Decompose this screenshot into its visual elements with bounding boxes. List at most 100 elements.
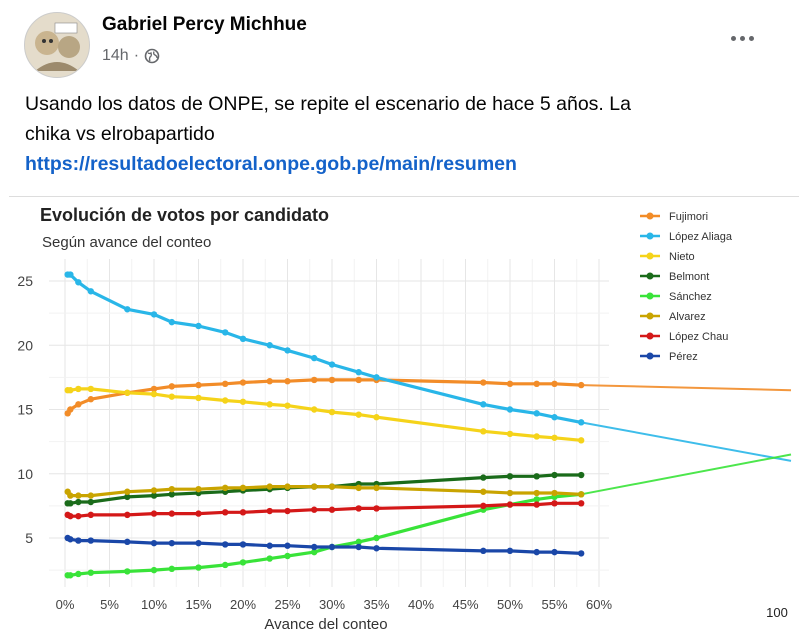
chart-grid: [49, 259, 609, 587]
data-point: [87, 396, 95, 403]
data-point: [311, 483, 318, 490]
data-point: [551, 500, 558, 507]
data-point: [373, 534, 380, 542]
avatar[interactable]: [24, 12, 90, 78]
data-point: [578, 500, 585, 507]
data-point: [284, 552, 291, 560]
data-point: [266, 342, 273, 349]
data-point: [124, 538, 131, 546]
data-point: [533, 433, 540, 440]
legend-label: López Aliaga: [669, 231, 733, 243]
data-point: [168, 491, 175, 498]
legend-label: Fujimori: [669, 211, 708, 223]
line-chart: 5 10 15 20 25 0% 5% 10% 15% 20% 25% 30% 35% 40% 45% 50%…: [17, 205, 792, 633]
data-point: [168, 565, 175, 573]
data-point: [506, 430, 514, 438]
data-point: [373, 484, 380, 492]
data-point: [355, 376, 362, 384]
data-point: [533, 410, 540, 417]
data-point: [222, 561, 229, 569]
data-point: [311, 506, 318, 513]
data-point: [284, 483, 291, 490]
data-point: [75, 570, 82, 578]
data-point: [168, 393, 175, 400]
data-point: [266, 542, 273, 549]
series-lines: [66, 273, 582, 577]
data-point: [124, 306, 131, 313]
axes: 5 10 15 20 25 0% 5% 10% 15% 20% 25% 30% 35% 40% 45% 50%…: [17, 273, 612, 612]
data-point: [311, 376, 318, 384]
data-point: [168, 318, 175, 326]
data-point: [150, 390, 158, 398]
data-point: [75, 385, 82, 393]
data-point: [75, 512, 82, 520]
data-point: [480, 379, 487, 386]
legend-swatch-dot: [646, 232, 654, 240]
data-point: [124, 568, 131, 575]
data-point: [75, 498, 82, 506]
data-point: [328, 543, 336, 551]
legend-swatch-dot: [646, 212, 654, 220]
data-point: [150, 539, 158, 547]
data-point: [266, 507, 273, 515]
data-point: [168, 383, 175, 390]
legend-label: López Chau: [669, 331, 728, 343]
data-point: [239, 509, 247, 516]
data-point: [239, 379, 247, 386]
data-point: [239, 541, 247, 548]
data-point: [266, 483, 273, 490]
data-point: [67, 500, 74, 507]
data-point: [551, 489, 558, 497]
data-point: [328, 376, 336, 384]
data-point: [195, 394, 202, 402]
data-point: [311, 354, 318, 362]
x-tick-label: 25%: [274, 597, 300, 612]
post-link[interactable]: https://resultadoelectoral.onpe.gob.pe/m…: [25, 153, 517, 175]
data-point: [87, 288, 95, 295]
chart-image[interactable]: 5 10 15 20 25 0% 5% 10% 15% 20% 25% 30% 35% 40% 45% 50%…: [9, 196, 799, 639]
legend-swatch-dot: [646, 352, 654, 360]
data-point: [355, 505, 362, 512]
legend-swatch-dot: [646, 312, 654, 320]
data-point: [87, 385, 95, 393]
data-point: [67, 492, 74, 499]
data-point: [284, 347, 291, 354]
data-point: [168, 539, 175, 547]
data-point: [578, 381, 585, 389]
data-point: [284, 378, 291, 385]
data-point: [67, 271, 74, 278]
data-point: [533, 548, 540, 556]
data-point: [506, 489, 514, 497]
data-point: [284, 542, 291, 549]
y-tick-label: 5: [25, 530, 33, 546]
x-tick-label: 15%: [185, 597, 211, 612]
data-point: [124, 493, 131, 501]
data-point: [355, 538, 362, 546]
trend-line-Sánchez: [581, 453, 792, 496]
data-point: [222, 397, 229, 404]
more-options-icon[interactable]: [727, 26, 757, 50]
x-axis-label: Avance del conteo: [264, 616, 387, 633]
legend-swatch-dot: [646, 292, 654, 300]
author-name[interactable]: Gabriel Percy Michhue: [102, 14, 307, 35]
data-point: [311, 543, 318, 551]
data-point: [87, 498, 95, 506]
data-point: [480, 488, 487, 495]
y-tick-label: 20: [17, 337, 33, 353]
data-point: [506, 406, 514, 413]
series-line: [66, 485, 582, 498]
globe-icon[interactable]: [144, 48, 160, 64]
series-line: [67, 473, 582, 505]
data-point: [124, 511, 131, 519]
data-point: [222, 329, 229, 336]
data-point: [328, 506, 336, 513]
avatar-cartoon-icon: [25, 13, 89, 77]
data-point: [578, 419, 585, 426]
data-point: [480, 401, 487, 408]
series-line: [66, 536, 582, 555]
data-point: [75, 537, 82, 544]
series-line: [67, 387, 582, 442]
post-time[interactable]: 14h: [102, 47, 129, 64]
data-point: [195, 322, 202, 330]
